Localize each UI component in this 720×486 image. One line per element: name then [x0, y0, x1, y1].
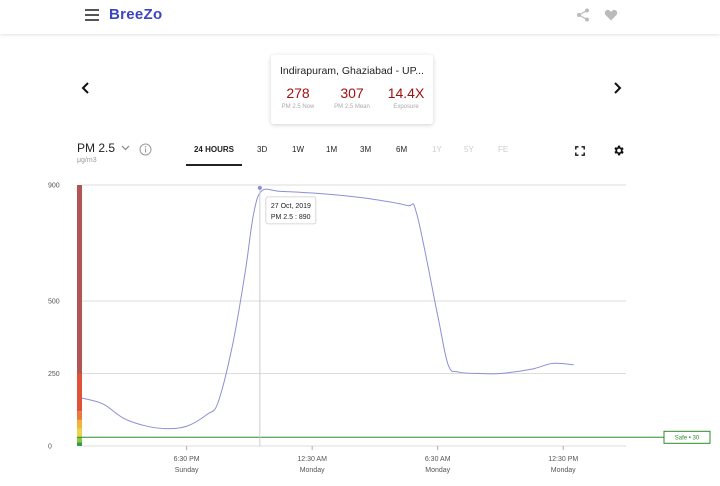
aqi-band — [77, 437, 82, 443]
metric-label: PM 2.5 — [77, 141, 116, 155]
stat-pm25-now: 278 PM 2.5 Now — [271, 85, 325, 110]
stat-exposure: 14.4X Exposure — [379, 85, 433, 110]
tab-1m[interactable]: 1M — [326, 145, 338, 154]
safe-limit-line: Safe • 30 — [77, 430, 711, 444]
fullscreen-icon[interactable] — [575, 146, 585, 156]
stat-pm25-mean: 307 PM 2.5 Mean — [325, 85, 379, 110]
menu-icon[interactable] — [85, 9, 99, 21]
aqi-band — [77, 373, 82, 412]
y-tick-label: 0 — [48, 444, 52, 451]
chart-tooltip: 27 Oct, 2019 PM 2.5 : 890 — [257, 185, 317, 446]
hover-point — [257, 185, 262, 190]
aqi-band — [77, 419, 82, 429]
tooltip-box — [265, 196, 317, 225]
tooltip-date: 27 Oct, 2019 — [271, 203, 311, 210]
previous-location-arrow-icon[interactable] — [80, 81, 92, 95]
stat-value: 14.4X — [387, 85, 425, 101]
app-header: BreeZo — [0, 0, 720, 34]
tooltip-value: PM 2.5 : 890 — [271, 214, 311, 221]
next-location-arrow-icon[interactable] — [611, 81, 623, 95]
x-tick-sublabel: Monday — [300, 467, 325, 474]
chart-gridlines — [82, 184, 626, 447]
aqi-band — [77, 411, 82, 420]
info-icon[interactable] — [139, 143, 152, 156]
aqi-band — [77, 185, 82, 374]
stat-label: PM 2.5 Mean — [334, 104, 370, 110]
tab-fe: FE — [498, 145, 509, 154]
location-card[interactable]: Indirapuram, Ghaziabad - UP... 278 PM 2.… — [271, 55, 433, 124]
metric-selector[interactable]: PM 2.5 — [77, 141, 130, 155]
stat-label: PM 2.5 Now — [281, 104, 315, 110]
tab-1w[interactable]: 1W — [292, 145, 304, 154]
tab-24-hours[interactable]: 24 HOURS — [186, 142, 242, 166]
location-title: Indirapuram, Ghaziabad - UP... — [280, 65, 424, 77]
x-tick-sublabel: Monday — [425, 467, 450, 474]
aqi-color-scale — [77, 185, 82, 446]
tab-1y: 1Y — [432, 145, 442, 154]
x-tick-sublabel: Sunday — [175, 467, 199, 474]
gear-icon[interactable] — [612, 144, 625, 157]
tab-6m[interactable]: 6M — [396, 145, 408, 154]
x-tick-label: 6:30 PM — [174, 456, 200, 463]
x-tick-label: 6:30 AM — [425, 456, 451, 463]
x-tick-label: 12:30 PM — [548, 456, 578, 463]
safe-label-box — [663, 430, 711, 444]
y-tick-label: 900 — [48, 183, 60, 190]
x-axis-ticks: 6:30 PM Sunday 12:30 AM Monday 6:30 AM Monday… — [174, 446, 578, 474]
brand-logo[interactable]: BreeZo — [109, 6, 163, 23]
x-tick-label: 12:30 AM — [297, 456, 327, 463]
x-tick-sublabel: Monday — [551, 467, 576, 474]
tab-3d[interactable]: 3D — [257, 145, 268, 154]
stat-value: 307 — [340, 85, 364, 101]
tab-5y: 5Y — [464, 145, 474, 154]
y-axis-labels: 0 250 500 900 — [48, 183, 60, 451]
heart-icon[interactable] — [604, 8, 618, 22]
y-tick-label: 500 — [48, 299, 60, 306]
metric-unit: μg/m3 — [77, 157, 97, 164]
y-tick-label: 250 — [48, 371, 60, 378]
aqi-band — [77, 428, 82, 438]
chevron-down-icon — [121, 145, 130, 151]
tab-3m[interactable]: 3M — [360, 145, 372, 154]
stat-value: 278 — [286, 85, 310, 101]
aqi-band — [77, 442, 82, 446]
stat-label: Exposure — [393, 104, 419, 110]
safe-label: Safe • 30 — [675, 436, 700, 442]
share-icon[interactable] — [576, 8, 590, 22]
pm25-series-line[interactable] — [81, 188, 574, 430]
